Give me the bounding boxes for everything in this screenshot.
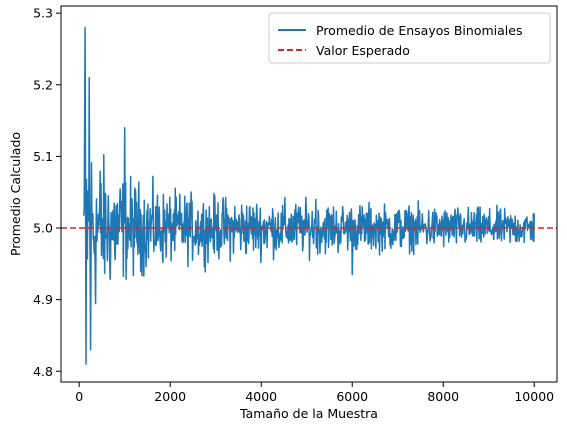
x-tick-label: 6000 <box>336 389 368 404</box>
plot-background <box>61 6 557 382</box>
y-tick-label: 4.9 <box>33 292 53 307</box>
legend-box <box>268 12 551 64</box>
series-layer <box>83 26 535 365</box>
y-axis-title: Promedio Calculado <box>8 132 23 256</box>
legend-label-reference: Valor Esperado <box>316 43 410 58</box>
plot-area <box>61 6 557 382</box>
series-line-promedio <box>83 26 535 365</box>
x-tick-label: 8000 <box>427 389 459 404</box>
y-tick-label: 5.1 <box>33 149 53 164</box>
x-tick-label: 2000 <box>154 389 186 404</box>
x-tick-label: 10000 <box>514 389 554 404</box>
y-tick-label: 5.3 <box>33 6 53 21</box>
legend: Promedio de Ensayos Binomiales Valor Esp… <box>268 12 551 64</box>
x-tick-label: 0 <box>75 389 83 404</box>
y-axis: 4.8 4.9 5.0 5.1 5.2 5.3 <box>33 6 61 379</box>
y-tick-label: 5.0 <box>33 221 53 236</box>
plot-frame <box>60 5 558 383</box>
y-tick-label: 5.2 <box>33 77 53 92</box>
y-tick-label: 4.8 <box>33 364 53 379</box>
x-axis: 0 2000 4000 6000 8000 10000 <box>75 382 554 404</box>
legend-label-series: Promedio de Ensayos Binomiales <box>316 23 522 38</box>
x-axis-title: Tamaño de la Muestra <box>239 406 378 421</box>
x-tick-label: 4000 <box>245 389 277 404</box>
